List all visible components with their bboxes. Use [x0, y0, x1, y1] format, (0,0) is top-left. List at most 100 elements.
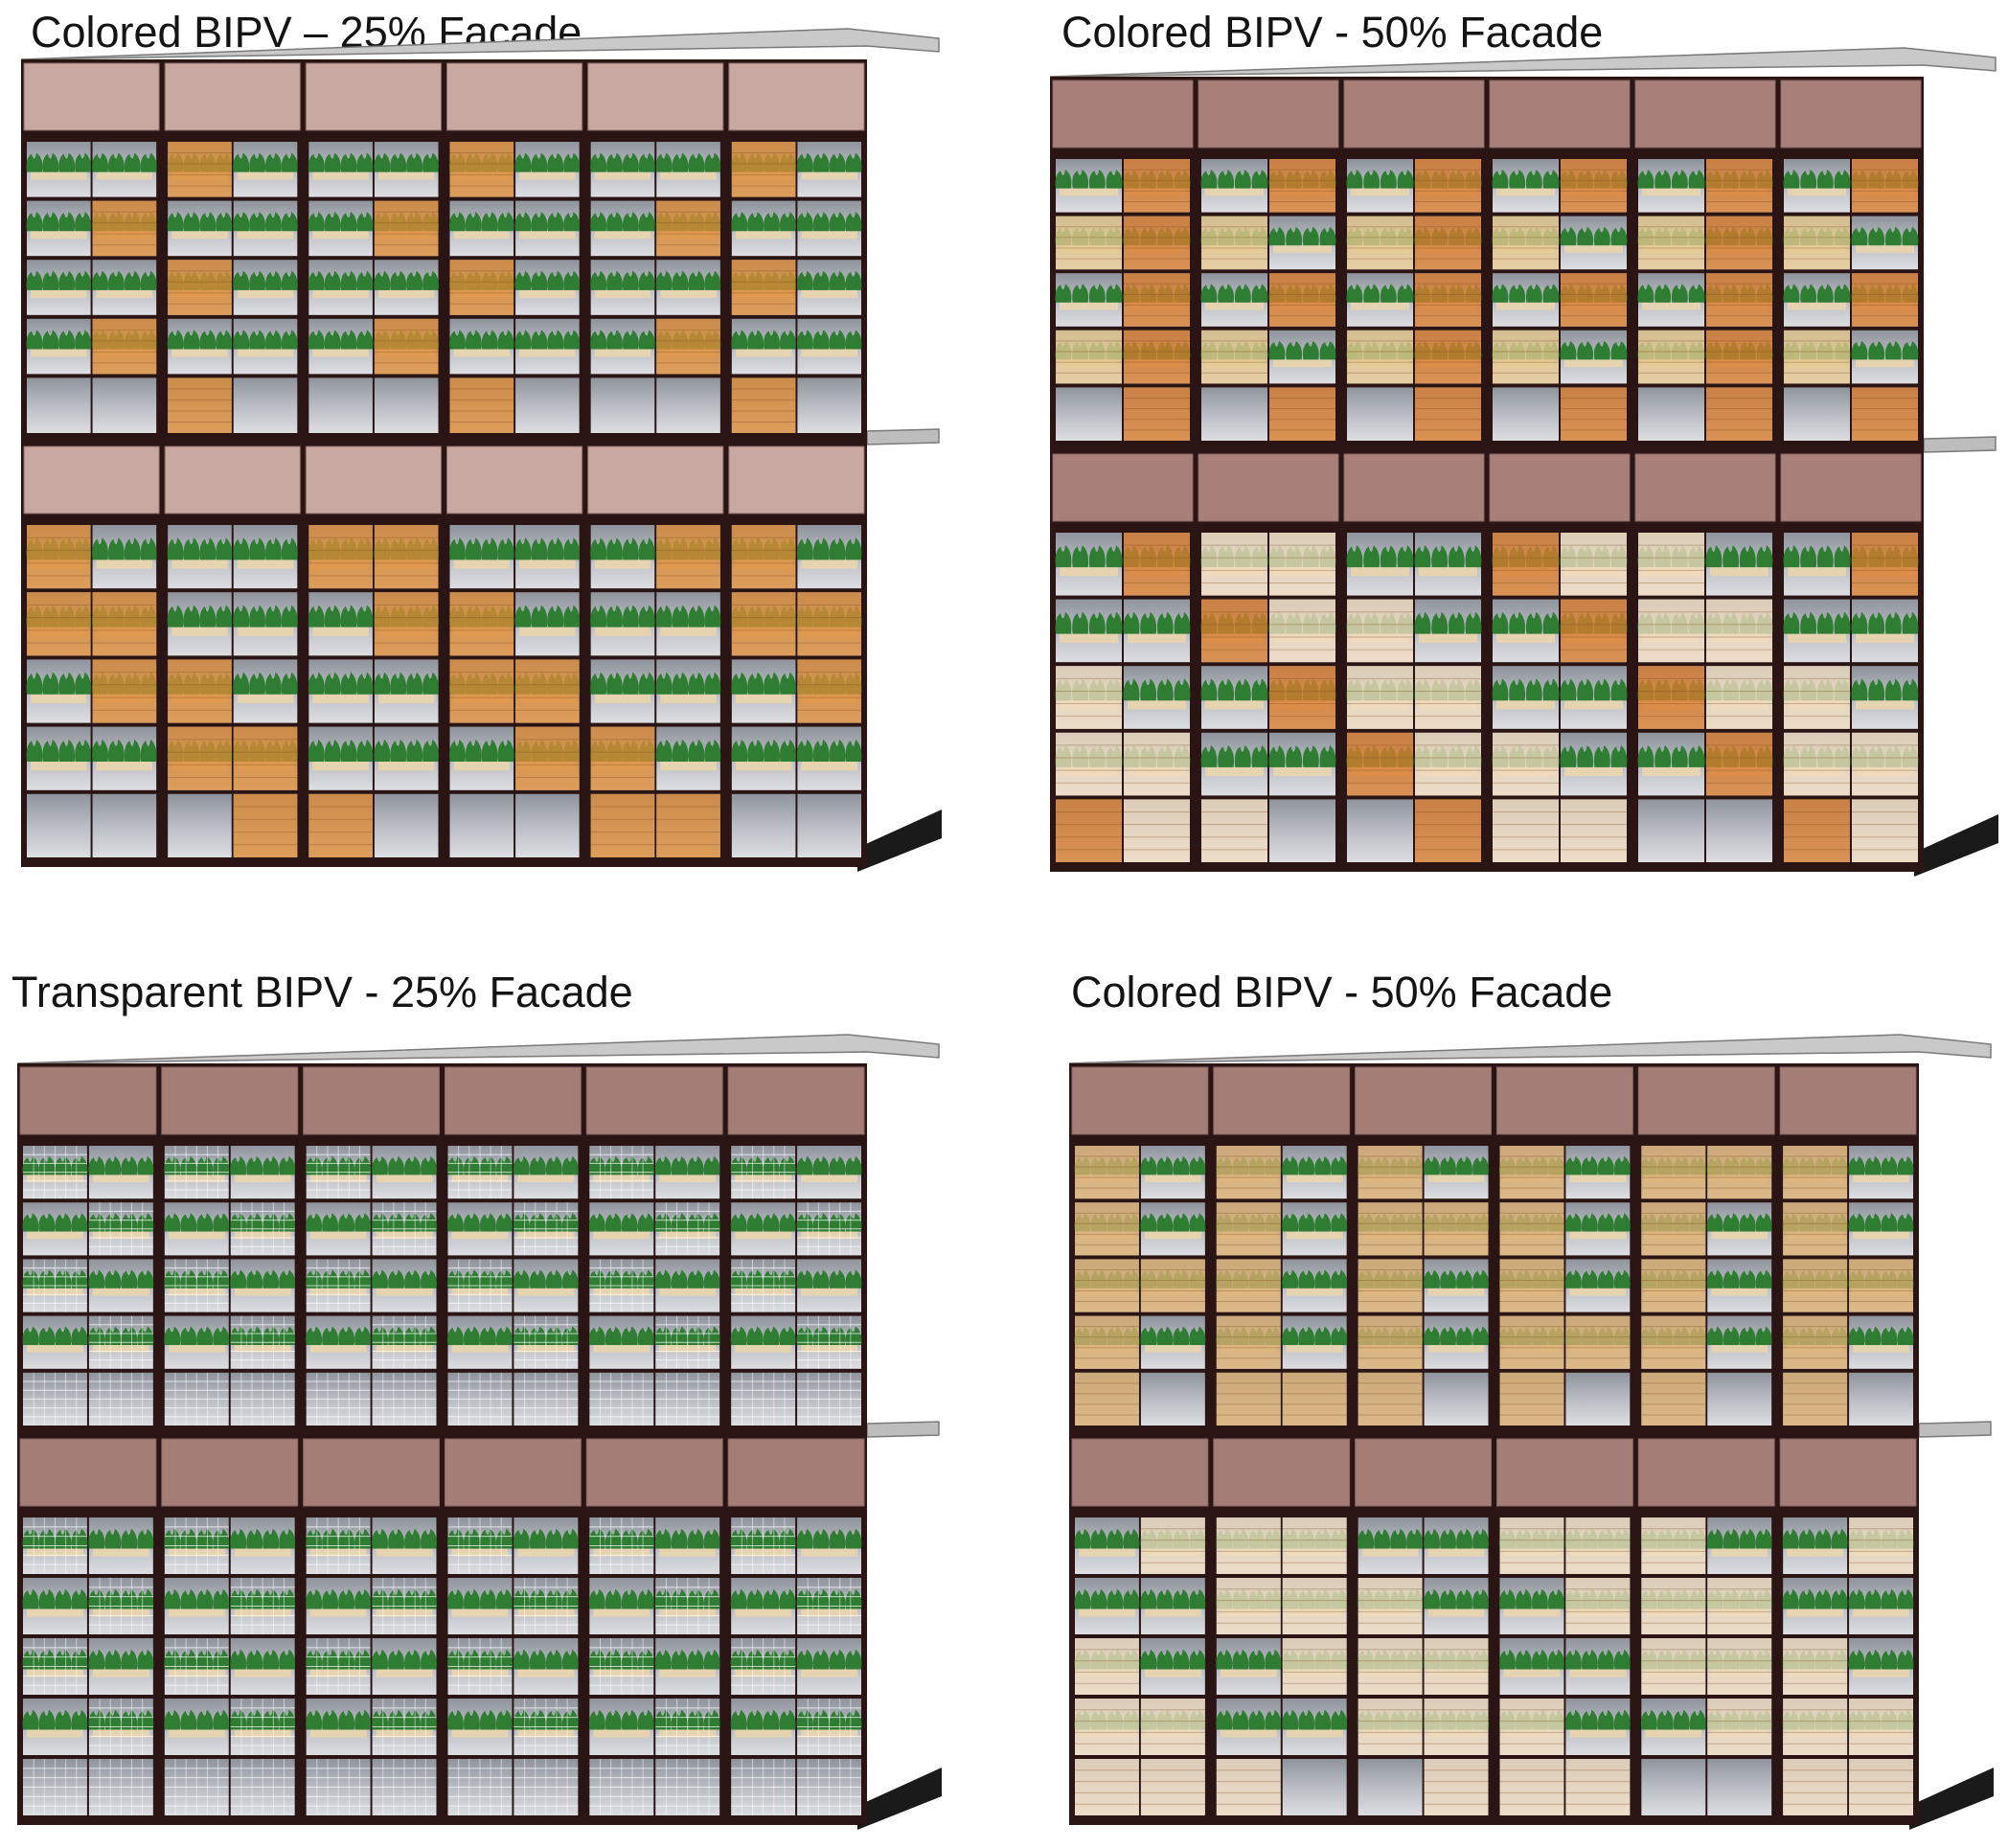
plant [779, 672, 796, 695]
plant [829, 537, 846, 560]
planter-box [92, 1669, 149, 1677]
plant [1671, 284, 1688, 303]
plant [845, 1269, 862, 1289]
plant [265, 270, 282, 290]
plant [1868, 678, 1885, 701]
plant [1055, 284, 1072, 303]
plant [447, 1213, 464, 1232]
plant [1251, 744, 1268, 767]
plant [196, 1326, 214, 1345]
plant [730, 1709, 747, 1730]
bipv-module [92, 659, 157, 723]
plant [1156, 1156, 1174, 1175]
planter-box [1569, 1231, 1627, 1240]
plant [55, 1269, 72, 1289]
plant [1189, 1213, 1206, 1232]
planter-box [660, 171, 717, 180]
plant [1673, 1709, 1690, 1730]
plant [1282, 1269, 1299, 1289]
plant [1358, 1528, 1375, 1549]
plant [637, 1528, 654, 1549]
roof-slab [20, 28, 940, 60]
plant [606, 270, 623, 290]
plant [638, 672, 655, 695]
plant [590, 152, 607, 172]
planter-box [1060, 302, 1118, 310]
window-pane [168, 793, 232, 857]
plant [779, 1213, 796, 1232]
plant [230, 1326, 247, 1345]
window-pane [515, 793, 580, 857]
plant [447, 1269, 464, 1289]
plant [1637, 744, 1654, 767]
plant [547, 270, 564, 290]
plant [730, 1326, 747, 1345]
plant [746, 1213, 764, 1232]
plant [38, 1269, 56, 1289]
bipv-module [1852, 732, 1918, 796]
plant [1689, 1709, 1706, 1730]
plant [1448, 545, 1465, 568]
facade-rendering [16, 1034, 942, 1830]
plant [812, 330, 830, 350]
plant [196, 1213, 214, 1232]
plant [213, 1213, 230, 1232]
planter-box [1503, 1608, 1561, 1617]
planter-box [1427, 1608, 1485, 1617]
plant [338, 1649, 355, 1670]
facade-rendering [1068, 1034, 1994, 1830]
plant [1106, 170, 1123, 189]
plant [1593, 678, 1610, 701]
plant [547, 330, 564, 350]
plant [1884, 340, 1902, 360]
floor-slab [1918, 1421, 1992, 1438]
plant [404, 1588, 421, 1609]
plant [1414, 611, 1431, 634]
plant [1723, 1269, 1740, 1289]
plant [183, 537, 200, 560]
plant [1782, 1528, 1799, 1549]
panel-title: Colored BIPV - 50% Facade [1061, 8, 1604, 57]
plant [654, 1213, 672, 1232]
plant [75, 152, 91, 172]
plant [529, 1156, 546, 1175]
plant [1509, 611, 1526, 634]
plant [354, 1326, 371, 1345]
spandrel-panel [161, 1066, 299, 1135]
plant [449, 212, 466, 232]
plant [1173, 1156, 1190, 1175]
plant [1532, 1649, 1548, 1670]
plant [356, 739, 374, 763]
plant [124, 537, 141, 560]
facade-frame [17, 1063, 867, 1825]
planter-box [312, 694, 369, 704]
planter-box [1787, 1608, 1844, 1617]
planter-box [309, 1231, 367, 1240]
window-pane [1140, 1372, 1205, 1426]
plant [812, 1269, 830, 1289]
bipv-module [1347, 599, 1413, 663]
plant [513, 1213, 530, 1232]
plant [38, 1709, 56, 1730]
plant [1654, 744, 1672, 767]
bipv-module [1056, 799, 1122, 862]
plant [1088, 545, 1106, 568]
plant [447, 1709, 464, 1730]
bipv-module [1641, 1578, 1706, 1634]
plant [637, 1326, 654, 1345]
plant [622, 212, 639, 232]
plant [58, 330, 76, 350]
plant [1884, 678, 1902, 701]
plant [374, 152, 391, 172]
planter-box [312, 762, 369, 771]
plant [1088, 611, 1106, 634]
plant [55, 1528, 72, 1549]
bipv-module [1216, 1315, 1281, 1369]
planter-box [1569, 1669, 1627, 1677]
plant [1688, 284, 1705, 303]
plant [216, 330, 233, 350]
bipv-module [1783, 1315, 1848, 1369]
plant [338, 1156, 355, 1175]
spandrel-panel [446, 445, 583, 514]
planter-box [96, 762, 153, 771]
